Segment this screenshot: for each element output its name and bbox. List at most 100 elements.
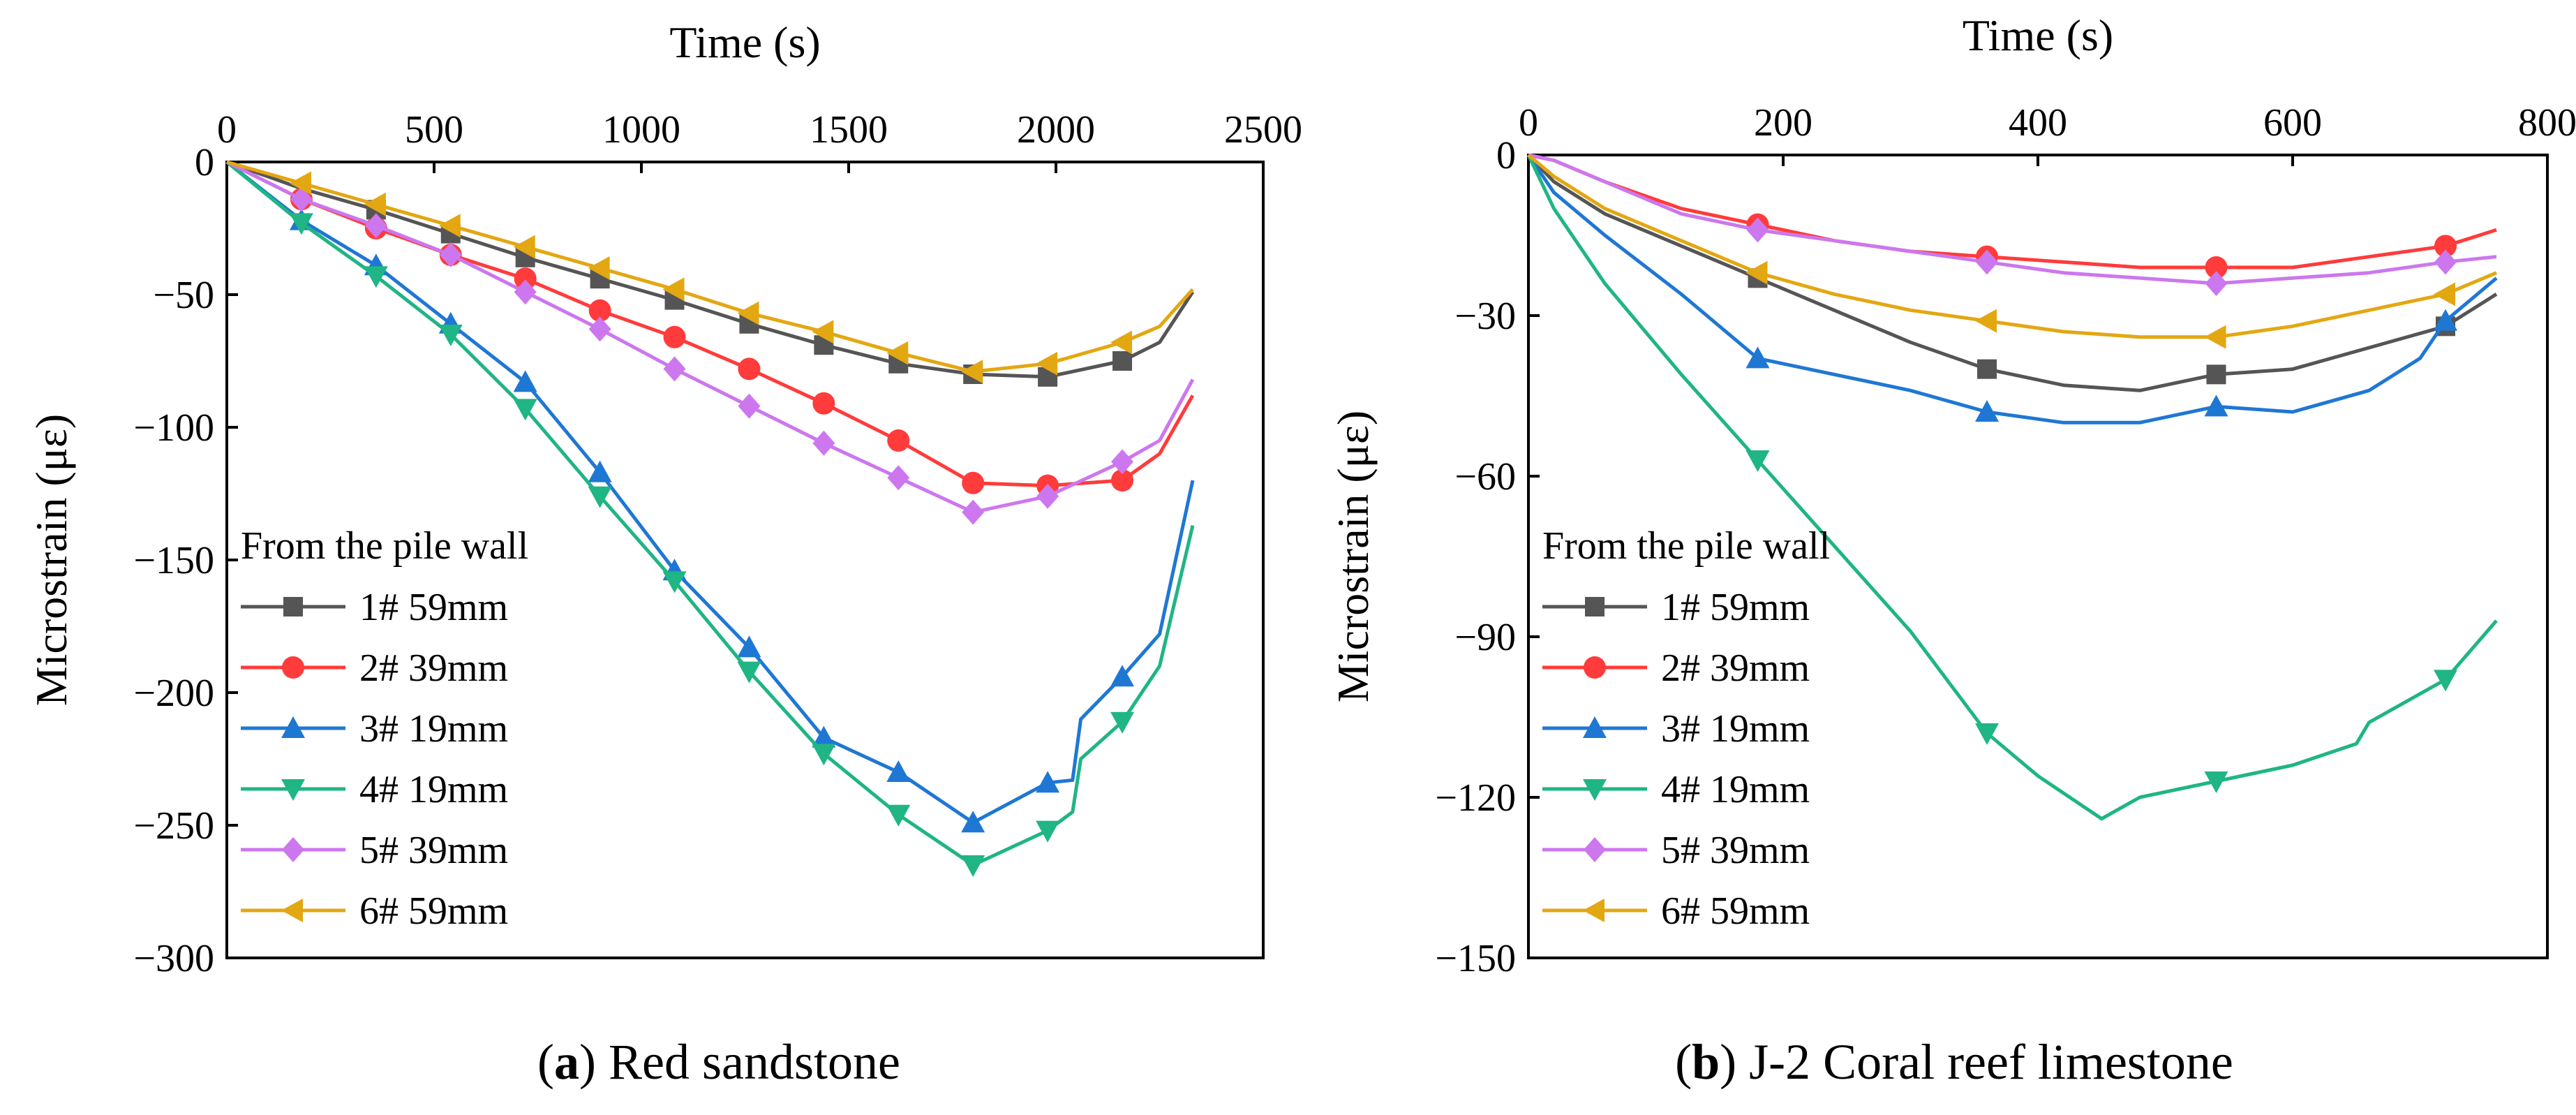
legend-entry: 2# 39mm [1661,647,1810,690]
x-tick-label: 400 [2009,101,2067,145]
data-point [513,235,535,259]
legend-entry: 5# 39mm [1661,829,1810,872]
caption-a-text: Red sandstone [609,1034,900,1090]
data-point [1110,711,1135,734]
y-tick-label: −120 [1435,776,1516,820]
series-line [1528,153,2497,286]
legend-marker [283,597,303,616]
series-line [1527,154,2497,339]
data-point [2434,670,2457,692]
data-point [439,242,462,267]
data-point [1745,260,1768,285]
data-point [2205,256,2228,279]
data-point [290,186,313,212]
legend-marker [1584,656,1606,679]
data-point [737,635,761,658]
data-point [961,855,985,877]
data-point [514,267,537,290]
data-point [2204,394,2228,417]
legend-entry: 3# 19mm [1661,707,1810,751]
y-tick-label: 0 [1496,134,1516,177]
caption-a-letter: a [554,1034,580,1090]
data-point [812,320,834,344]
data-point [1111,449,1134,475]
legend-marker [281,716,305,738]
series-3 [225,161,1195,833]
y-tick-label: −300 [133,937,214,980]
y-axis-label: Microstrain (με) [1328,411,1378,702]
x-axis-label: Time (s) [669,17,820,67]
legend-marker [1585,597,1605,616]
y-tick-label: −150 [133,539,214,582]
data-point [662,277,685,302]
legend-marker [1583,899,1605,922]
data-point [588,460,612,482]
data-point [1036,771,1060,793]
x-tick-label: 800 [2518,101,2576,145]
data-point [887,465,910,491]
data-point [364,266,388,288]
data-point [737,661,761,684]
data-point [1975,309,1997,333]
chart-panel-b: 0 200 400 600 800 0 −30 −60 −90 −120 −150 Time (s) M… [1328,10,2576,980]
legend-marker [281,899,303,922]
series-4 [225,161,1195,877]
series-6 [1527,154,2497,349]
data-point [438,325,463,346]
y-tick-label: −30 [1454,295,1516,338]
legend-entry: 6# 59mm [1661,889,1810,933]
data-point [1977,359,1997,379]
data-point [1976,249,1998,275]
y-tick-label: −100 [133,406,214,450]
series-4 [1526,154,2498,821]
x-tick-label: 200 [1754,101,1812,145]
data-point [812,392,835,415]
data-point [961,360,983,384]
series-5 [1528,153,2497,296]
x-tick-label: 0 [1519,101,1538,145]
data-point [1745,346,1770,369]
data-point [662,571,687,593]
data-point [1036,351,1058,376]
data-point [1036,820,1060,843]
x-tick-label: 0 [217,108,237,152]
x-tick-label: 600 [2263,101,2322,145]
legend-marker [282,656,304,679]
x-tick-label: 2000 [1017,108,1095,152]
series-3 [1526,154,2498,424]
caption-b-letter: b [1692,1034,1720,1090]
legend-marker [1583,779,1607,801]
y-axis-label: Microstrain (με) [27,414,76,706]
caption-b-text: J-2 Coral reef limestone [1749,1034,2233,1090]
series-line [1526,154,2498,821]
data-point [513,399,537,421]
caption-b: (b) J-2 Coral reef limestone [1675,1034,2233,1090]
legend: From the pile wall 1# 59mm 2# 39mm 3# 19mm 4… [1542,524,1830,933]
data-point [663,325,686,348]
legend-entry: 6# 59mm [359,889,508,933]
data-point [2434,282,2455,307]
data-point [886,760,911,782]
y-tick-label: −90 [1454,616,1516,659]
legend-marker [281,779,305,801]
data-point [588,316,611,342]
legend: From the pile wall 1# 59mm 2# 39mm 3# 19mm 4… [241,524,528,933]
y-tick-label: −250 [133,804,214,848]
data-point [2206,364,2226,385]
y-tick-label: −150 [1435,937,1516,980]
data-point [1111,469,1134,492]
data-point [1112,351,1133,371]
data-point [1975,400,1999,422]
legend-entry: 1# 59mm [359,586,508,629]
y-tick-label: 0 [195,141,214,184]
y-tick-label: −200 [133,672,214,715]
data-point [2434,235,2457,258]
data-point [886,341,909,365]
data-point [2205,271,2228,296]
legend-marker [1583,716,1607,738]
data-point [513,370,537,392]
series-6 [226,160,1194,384]
data-point [961,811,985,833]
data-point [2204,771,2228,793]
